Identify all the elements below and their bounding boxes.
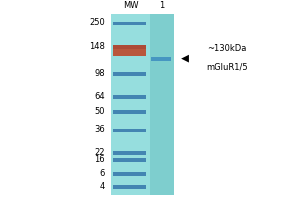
Text: 36: 36 (94, 125, 105, 134)
Bar (113, 129, 146, 132)
Text: 64: 64 (94, 92, 105, 101)
Text: ~130kDa: ~130kDa (207, 44, 246, 53)
Bar (113, 95, 146, 99)
Text: 250: 250 (89, 18, 105, 27)
Bar (113, 45, 146, 56)
Text: 16: 16 (94, 155, 105, 164)
Text: 148: 148 (89, 42, 105, 51)
Text: 50: 50 (95, 107, 105, 116)
Bar (113, 110, 146, 114)
Bar (113, 45, 146, 49)
Text: mGluR1/5: mGluR1/5 (207, 63, 248, 72)
Text: MW: MW (123, 1, 138, 10)
Bar (113, 185, 146, 189)
Text: 1: 1 (159, 1, 165, 10)
Bar (111, 14, 174, 195)
Bar (113, 158, 146, 162)
Bar (113, 72, 146, 76)
Bar (111, 14, 150, 195)
Text: 4: 4 (100, 182, 105, 191)
Bar (113, 22, 146, 25)
Bar (113, 151, 146, 155)
Text: 6: 6 (100, 169, 105, 178)
Text: 22: 22 (95, 148, 105, 157)
Bar (113, 172, 146, 176)
Text: 98: 98 (94, 69, 105, 78)
Bar (152, 57, 171, 61)
